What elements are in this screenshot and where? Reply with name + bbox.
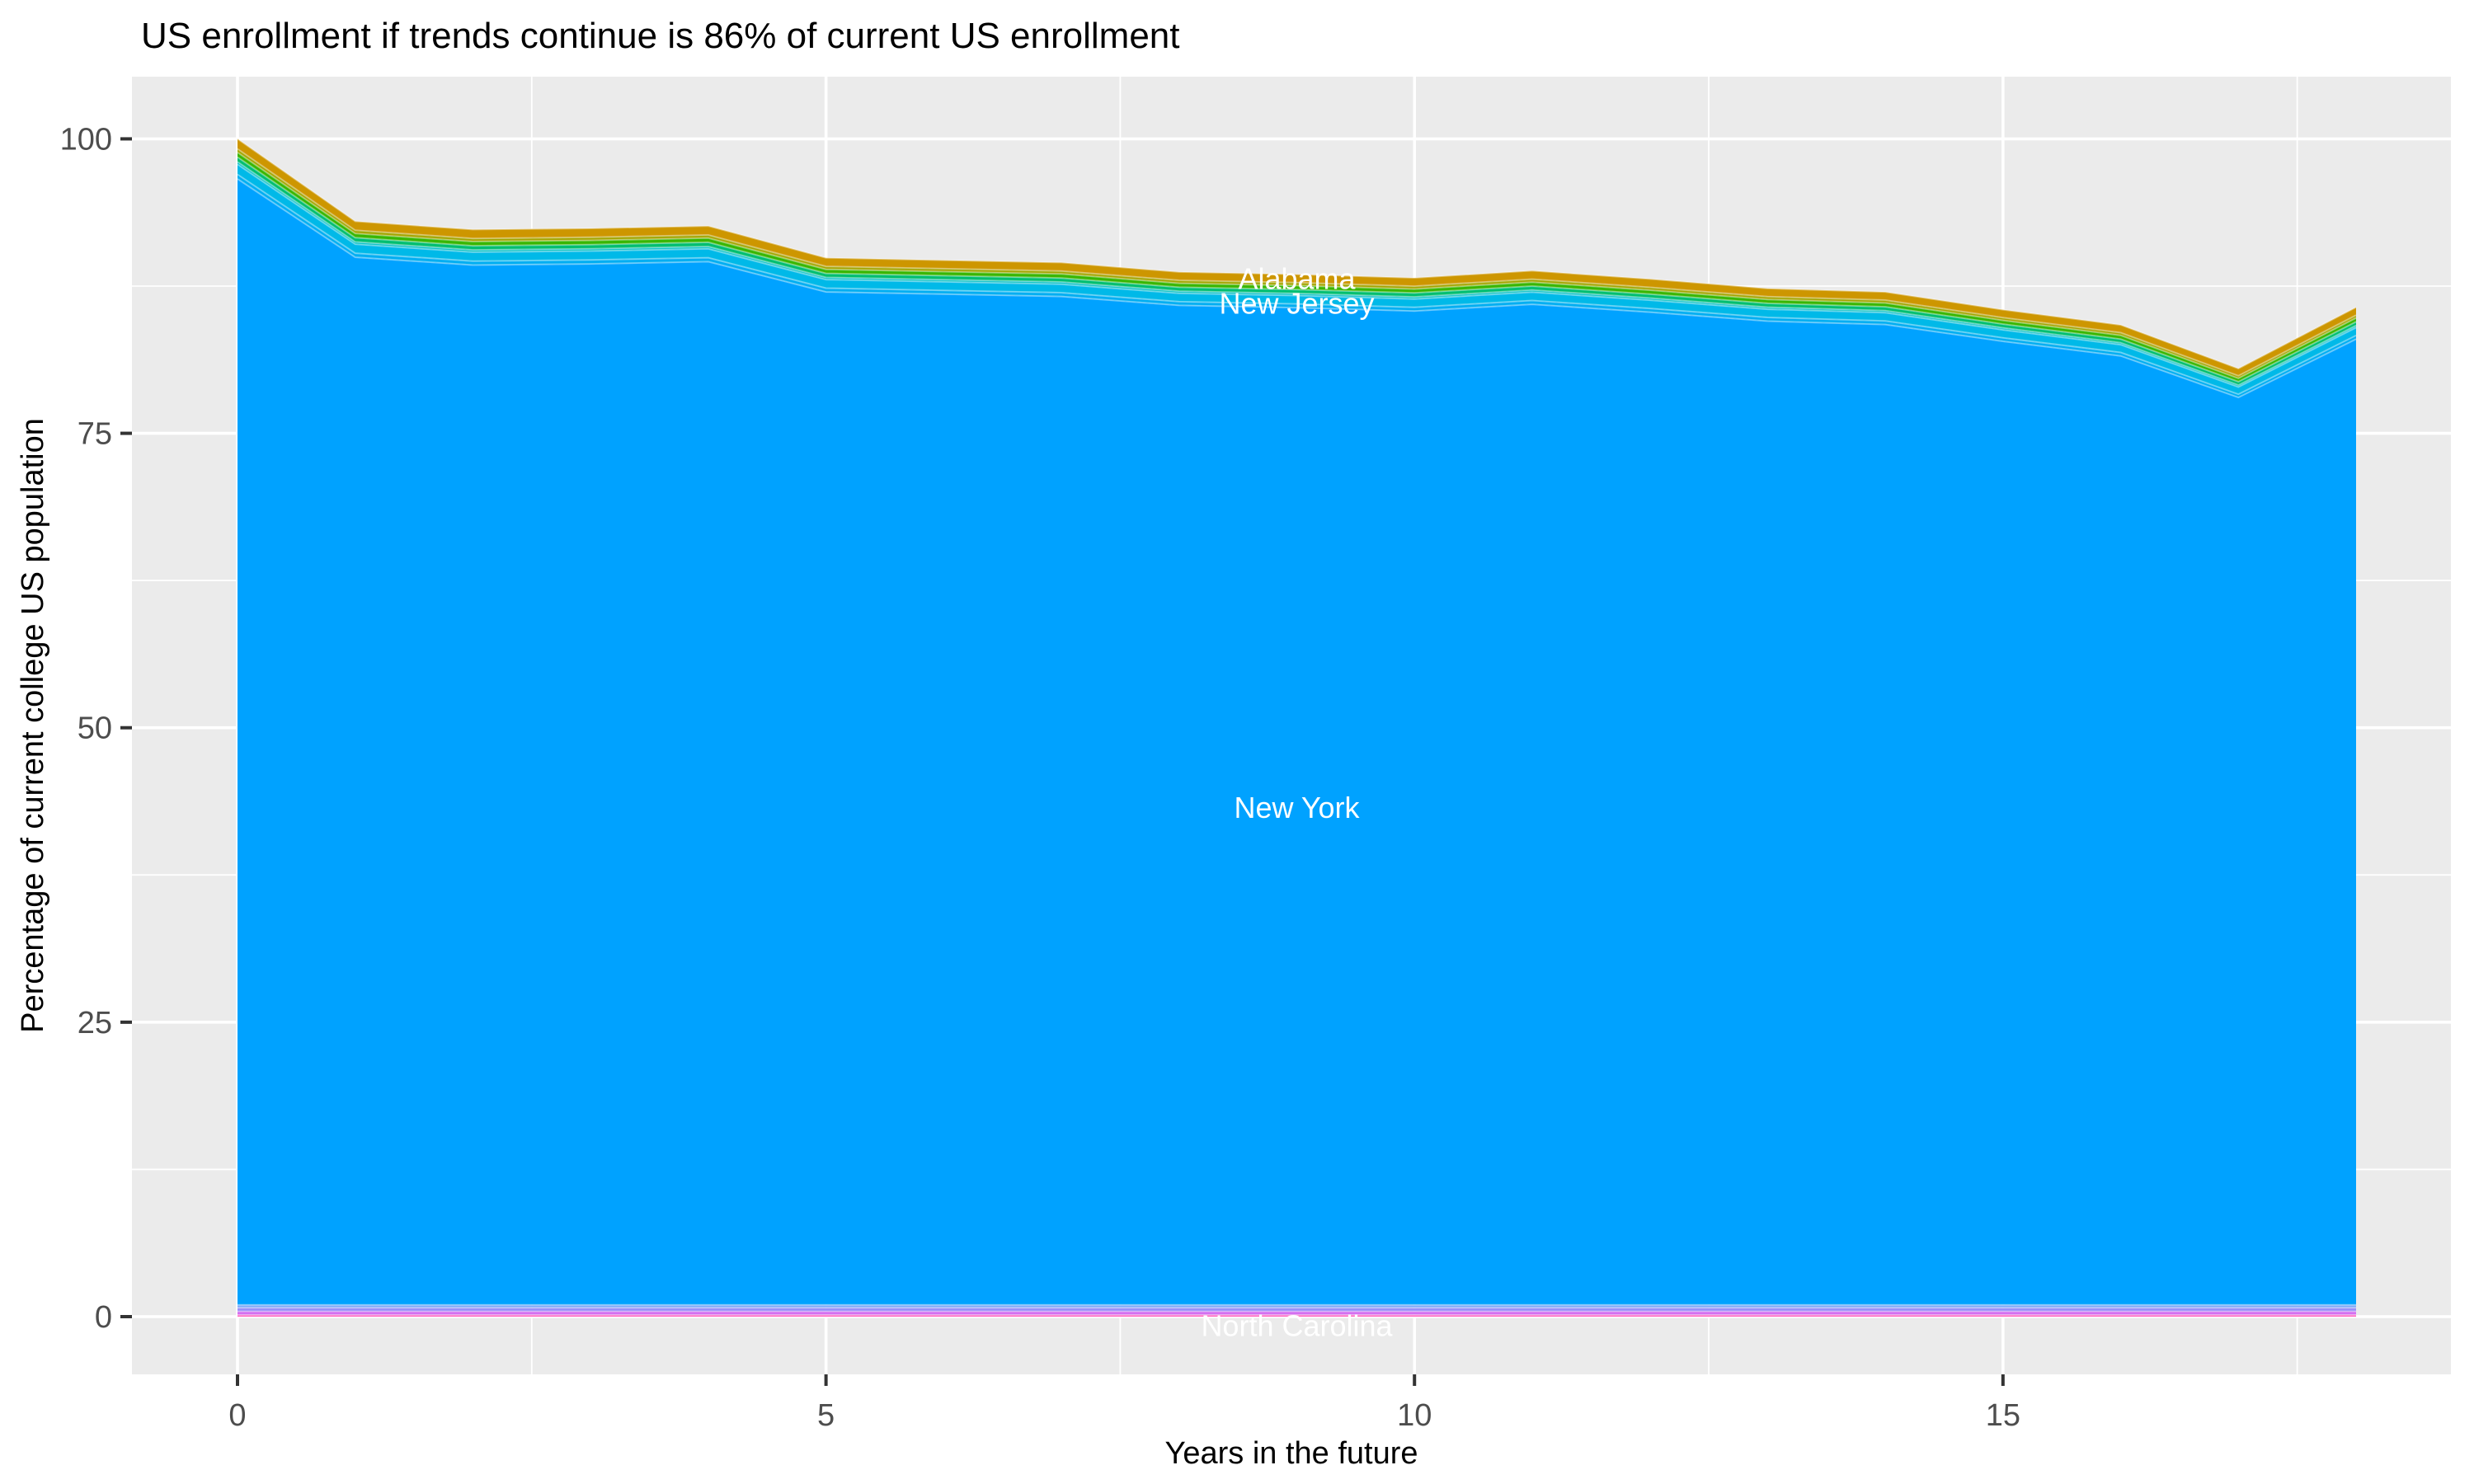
area-label-alabama: Alabama	[1238, 261, 1356, 295]
y-axis-title: Percentage of current college US populat…	[16, 418, 50, 1033]
axis-tick-labels: 0 25 50 75 100 0 5 10 15	[60, 122, 2020, 1433]
area-band-unlabeled-periwinkle	[238, 1308, 2356, 1312]
x-tick-label-10: 10	[1397, 1398, 1432, 1433]
y-tick-label-75: 75	[78, 417, 112, 452]
area-label-new-jersey: New Jersey	[1219, 286, 1374, 320]
stacked-area-bands	[238, 139, 2356, 1317]
y-tick-label-25: 25	[78, 1006, 112, 1040]
x-tick-label-0: 0	[228, 1398, 246, 1433]
chart-title: US enrollment if trends continue is 86% …	[141, 16, 1179, 56]
y-tick-label-0: 0	[95, 1300, 112, 1335]
area-band-new-york	[238, 179, 2356, 1305]
x-tick-label-5: 5	[817, 1398, 835, 1433]
axis-tick-marks	[120, 137, 2005, 1386]
x-tick-label-15: 15	[1986, 1398, 2020, 1433]
area-band-unlabeled-pale-blue	[238, 1304, 2356, 1308]
y-tick-label-100: 100	[60, 122, 112, 157]
area-label-north-carolina: North Carolina	[1201, 1308, 1393, 1342]
area-label-new-york: New York	[1234, 791, 1360, 824]
area-band-unlabeled-pink	[238, 1314, 2356, 1317]
area-band-north-carolina	[238, 1311, 2356, 1315]
x-axis-title: Years in the future	[1164, 1436, 1418, 1471]
band-separator-lines	[237, 138, 2357, 1316]
y-tick-label-50: 50	[78, 711, 112, 746]
